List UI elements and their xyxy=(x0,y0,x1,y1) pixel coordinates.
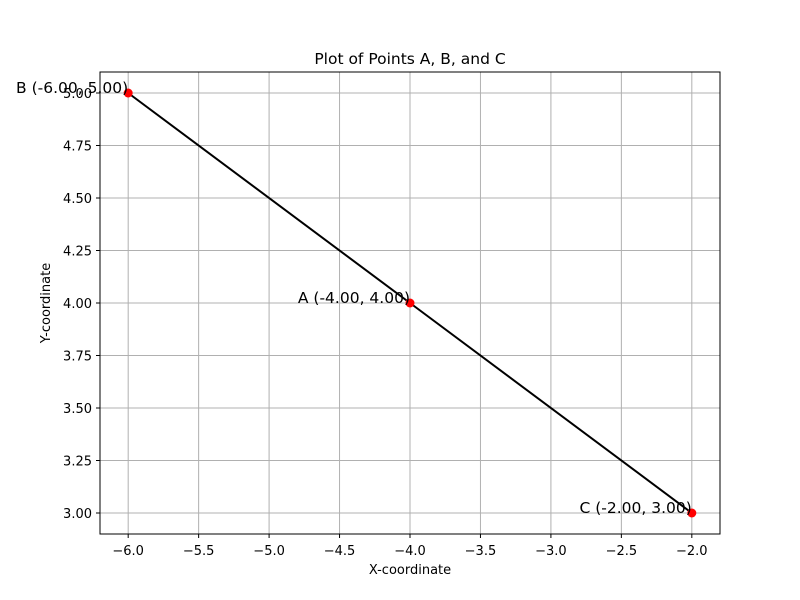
y-tick-label: 3.75 xyxy=(63,350,92,365)
point-a xyxy=(405,298,415,308)
point-b xyxy=(123,88,133,98)
y-tick-label: 3.00 xyxy=(63,507,92,522)
x-tick-label: −5.0 xyxy=(253,544,285,559)
point-label-a: A (-4.00, 4.00) xyxy=(298,289,410,307)
y-tick-label: 4.00 xyxy=(63,297,92,312)
x-tick-label: −3.5 xyxy=(465,544,497,559)
x-tick-label: −4.0 xyxy=(394,544,426,559)
point-c xyxy=(687,508,697,518)
y-tick-label: 4.75 xyxy=(63,140,92,155)
y-tick-label: 4.25 xyxy=(63,245,92,260)
x-tick-label: −2.5 xyxy=(606,544,638,559)
axis-ticks: −6.0 −5.5 −5.0 −4.5 −4.0 −3.5 −3.0 −2.5 −2.0 3.00… xyxy=(63,87,708,559)
y-tick-label: 3.50 xyxy=(63,402,92,417)
data-points xyxy=(123,88,697,518)
point-label-c: C (-2.00, 3.00) xyxy=(579,499,691,517)
y-tick-label: 3.25 xyxy=(63,455,92,470)
x-tick-label: −5.5 xyxy=(183,544,215,559)
x-tick-label: −6.0 xyxy=(112,544,144,559)
y-tick-label: 4.50 xyxy=(63,192,92,207)
chart-title: Plot of Points A, B, and C xyxy=(314,50,505,68)
y-axis-label: Y-coordinate xyxy=(39,263,54,344)
y-tick-label: 5.00 xyxy=(63,87,92,102)
x-axis-label: X-coordinate xyxy=(369,563,451,578)
x-tick-label: −4.5 xyxy=(324,544,356,559)
x-tick-label: −2.0 xyxy=(676,544,708,559)
x-tick-label: −3.0 xyxy=(535,544,567,559)
